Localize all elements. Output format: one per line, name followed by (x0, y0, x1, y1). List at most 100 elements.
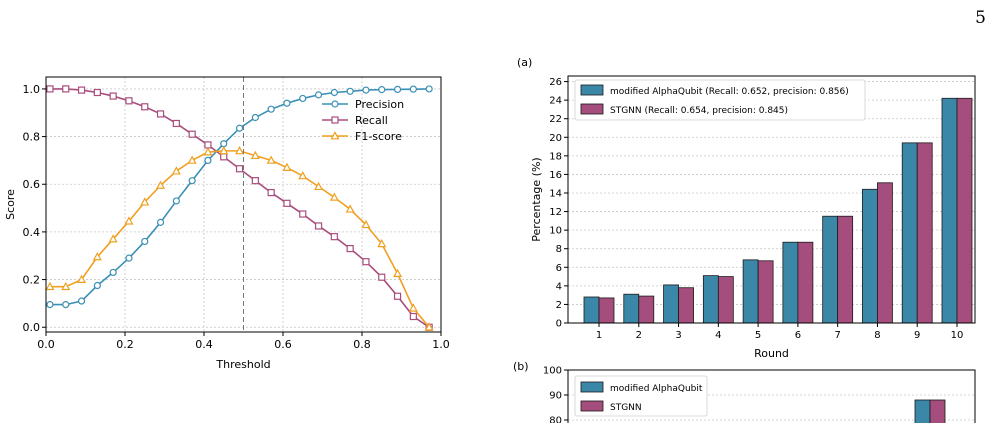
y-tick-label: 100 (543, 366, 562, 377)
y-axis-label: Percentage (%) (530, 157, 543, 241)
x-tick-label: 0.4 (195, 338, 213, 351)
data-point (314, 91, 323, 99)
bar (678, 287, 694, 324)
data-point (77, 274, 87, 283)
data-point (408, 303, 418, 312)
data-point (109, 268, 117, 277)
data-point (409, 312, 417, 321)
data-point (378, 273, 386, 281)
data-point (125, 97, 133, 105)
data-point (125, 254, 133, 262)
y-tick-label: 2 (556, 300, 562, 311)
data-point (330, 233, 338, 241)
data-point (204, 156, 212, 165)
plot-frame (567, 369, 976, 423)
data-point (299, 210, 307, 218)
y-tick-label: 0.4 (23, 226, 41, 239)
series-precision (46, 85, 433, 309)
x-axis-label: Round (754, 347, 789, 360)
data-point (330, 88, 338, 97)
y-tick-label: 22 (549, 114, 562, 125)
data-point (93, 281, 101, 290)
y-tick-label: 0.0 (23, 321, 41, 334)
data-point (93, 88, 101, 97)
data-point (77, 86, 86, 94)
x-tick-label: 0.8 (353, 338, 371, 351)
data-point (156, 218, 165, 226)
y-tick-label: 20 (549, 133, 562, 144)
data-point (362, 258, 370, 266)
x-tick-label: 4 (715, 330, 721, 341)
bar (638, 295, 655, 324)
data-point (299, 94, 307, 103)
bar (598, 297, 615, 324)
bar (941, 97, 958, 324)
data-point (188, 130, 196, 138)
data-point (346, 87, 354, 95)
bar (822, 215, 839, 324)
x-tick-label: 9 (914, 330, 920, 341)
data-point (141, 237, 149, 246)
x-tick-label: 5 (755, 330, 761, 341)
series-f1-score (45, 146, 434, 331)
data-point (345, 204, 355, 213)
x-tick-label: 3 (675, 330, 681, 341)
x-tick-label: 6 (795, 330, 801, 341)
legend-swatch (580, 84, 604, 96)
data-point (378, 86, 386, 94)
tick-labels: 0.0 0.2 0.4 0.6 0.8 1.0 0.0 0.2 0.4 0.6 0.8 1.0 (23, 83, 450, 351)
data-point (393, 292, 402, 300)
legend-swatch (580, 103, 604, 115)
data-point (251, 113, 259, 122)
y-tick-label: 0.8 (23, 131, 41, 144)
bar (837, 215, 854, 324)
y-tick-label: 0 (556, 319, 562, 330)
data-point (298, 171, 308, 180)
x-axis-label: Threshold (215, 358, 270, 371)
legend: modified AlphaQubit STGNN (574, 375, 708, 417)
data-point (220, 140, 228, 148)
plot-frame (567, 75, 976, 324)
legend-marker (330, 131, 340, 140)
data-point (188, 177, 196, 185)
y-tick-label: 0.6 (23, 178, 41, 191)
x-tick-label: 0.2 (116, 338, 134, 351)
y-tick-label: 90 (549, 391, 562, 402)
data-point (235, 165, 244, 173)
legend-box (574, 79, 866, 121)
data-point (361, 219, 371, 229)
y-tick-label: 26 (549, 77, 562, 88)
series-lines (45, 85, 434, 331)
data-point (283, 99, 291, 107)
data-point (282, 162, 292, 171)
page-number: 5 (975, 8, 986, 28)
data-point (266, 155, 276, 164)
y-tick-label: 10 (549, 226, 562, 237)
legend-swatch (580, 381, 604, 393)
bar (717, 276, 734, 324)
data-point (393, 268, 403, 278)
series-line (49, 150, 430, 328)
y-tick-label: 8 (556, 244, 562, 255)
bar (757, 260, 774, 324)
y-tick-label: 6 (556, 263, 562, 274)
bar (797, 241, 814, 324)
data-point (362, 86, 370, 94)
threshold-chart: 0.0 0.2 0.4 0.6 0.8 1.0 0.0 0.2 0.4 0.6 0.8 1.0 Thr… (4, 76, 450, 371)
data-point (377, 238, 387, 248)
y-tick-label: 14 (549, 189, 562, 200)
y-tick-label: 16 (549, 170, 562, 181)
legend: Precision Recall F1-score (322, 98, 404, 143)
data-point (61, 281, 71, 291)
bar (663, 284, 679, 324)
bars (914, 399, 946, 423)
data-point (283, 199, 291, 207)
panel-label: (a) (517, 56, 532, 69)
data-point (108, 234, 118, 243)
bar (901, 142, 918, 324)
data-point (251, 177, 259, 185)
bar (702, 275, 719, 324)
data-point (424, 322, 434, 331)
